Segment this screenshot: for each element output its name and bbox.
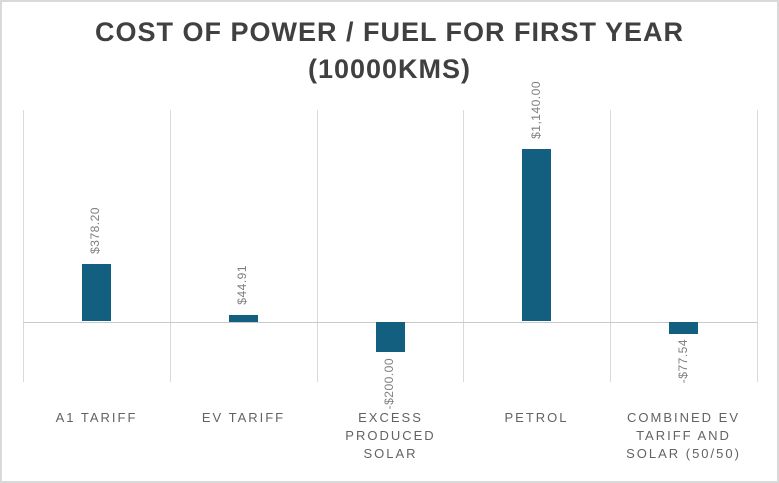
category-label-excess-produced-solar: EXCESS PRODUCED SOLAR [345,410,436,461]
data-label-combined-ev-tariff-and-solar-50-50: -$77.54 [676,339,690,384]
category-gridline [316,110,318,382]
category-gridline [23,110,24,382]
data-label-a1-tariff: $378.20 [88,207,102,254]
category-gridline [463,110,465,382]
category-label-petrol: PETROL [504,410,569,425]
data-label-petrol: $1,140.00 [529,81,543,139]
data-label-excess-produced-solar: -$200.00 [382,358,396,410]
category-gridline [610,110,612,382]
chart-title-line-1: COST OF POWER / FUEL FOR FIRST YEAR [94,17,685,47]
data-label-ev-tariff: $44.91 [235,265,249,305]
category-label-ev-tariff: EV TARIFF [201,410,286,425]
chart-title-line-2: (10000KMS) [307,54,472,84]
bar-petrol [522,149,551,321]
bar-combined-ev-tariff-and-solar-50-50 [669,322,698,334]
chart-title: COST OF POWER / FUEL FOR FIRST YEAR (100… [2,14,777,88]
category-gridline [757,110,758,382]
bar-a1-tariff [82,264,111,321]
bar-ev-tariff [229,315,258,322]
category-label-a1-tariff: A1 TARIFF [55,410,138,425]
bar-excess-produced-solar [376,322,405,352]
category-label-combined-ev-tariff-and-solar-50-50: COMBINED EV TARIFF AND SOLAR (50/50) [626,410,741,461]
category-gridline [169,110,171,382]
